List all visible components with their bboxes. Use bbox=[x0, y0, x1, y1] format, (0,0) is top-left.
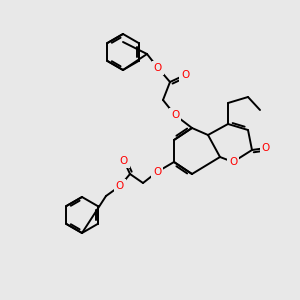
Text: O: O bbox=[262, 143, 270, 153]
Text: O: O bbox=[229, 157, 237, 167]
Text: O: O bbox=[120, 156, 128, 166]
Text: O: O bbox=[154, 63, 162, 73]
Text: O: O bbox=[153, 167, 161, 177]
Text: O: O bbox=[181, 70, 189, 80]
Text: O: O bbox=[171, 110, 179, 120]
Text: O: O bbox=[116, 181, 124, 191]
